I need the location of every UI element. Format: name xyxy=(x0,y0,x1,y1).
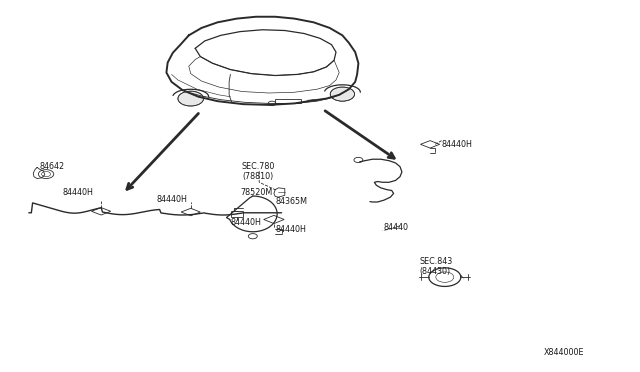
Text: 84440H: 84440H xyxy=(442,140,472,148)
Text: 84440H: 84440H xyxy=(230,218,261,227)
Text: 84440H: 84440H xyxy=(275,225,306,234)
Text: 84642: 84642 xyxy=(40,162,65,171)
Text: 84365M: 84365M xyxy=(275,197,307,206)
Text: 78520M: 78520M xyxy=(240,188,272,197)
Text: SEC.843
(84430): SEC.843 (84430) xyxy=(419,257,452,276)
Text: 84440H: 84440H xyxy=(63,188,93,197)
Circle shape xyxy=(178,91,204,106)
Circle shape xyxy=(330,87,355,101)
Bar xyxy=(231,211,243,217)
Text: SEC.780
(78810): SEC.780 (78810) xyxy=(242,162,275,181)
Bar xyxy=(275,99,301,103)
Text: 84440H: 84440H xyxy=(157,195,188,204)
Text: 84440: 84440 xyxy=(384,223,409,232)
Text: X844000E: X844000E xyxy=(544,348,584,357)
